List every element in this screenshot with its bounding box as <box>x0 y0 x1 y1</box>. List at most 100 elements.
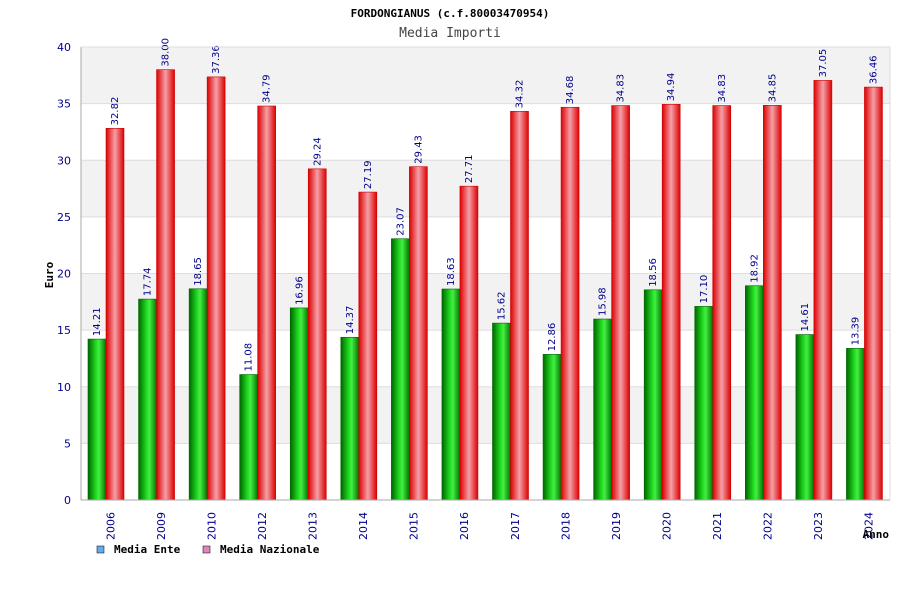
x-tick-label: 2022 <box>762 512 775 540</box>
bar-media-ente <box>289 307 309 501</box>
y-axis-title: Euro <box>43 261 56 288</box>
bar-media-ente <box>391 238 410 501</box>
y-tick-label: 20 <box>57 268 71 281</box>
x-tick-label: 2014 <box>357 512 370 540</box>
bar-media-ente <box>138 298 157 501</box>
value-label-media-nazionale: 34.94 <box>666 73 677 102</box>
bar-media-nazionale <box>358 191 378 501</box>
bar-media-ente <box>87 338 107 501</box>
value-label-media-ente: 12.86 <box>547 323 558 352</box>
bar-media-ente <box>694 306 714 501</box>
bar-media-ente <box>188 288 208 501</box>
value-label-media-nazionale: 29.24 <box>312 137 323 166</box>
y-tick-label: 10 <box>57 381 71 394</box>
value-label-media-nazionale: 34.83 <box>717 74 728 103</box>
x-tick-label: 2013 <box>307 512 320 540</box>
value-label-media-ente: 14.61 <box>800 303 811 332</box>
bar-media-ente <box>441 288 461 501</box>
chart-subtitle: Media Importi <box>399 26 501 41</box>
value-label-media-ente: 17.74 <box>143 267 154 296</box>
x-axis-title: Anno <box>863 528 890 541</box>
value-label-media-ente: 16.96 <box>294 276 305 305</box>
value-label-media-nazionale: 29.43 <box>413 135 424 164</box>
bar-media-ente <box>542 354 562 501</box>
y-tick-label: 35 <box>57 98 71 111</box>
value-label-media-ente: 23.07 <box>395 207 406 236</box>
bar-media-nazionale <box>661 104 681 501</box>
y-tick-label: 40 <box>57 41 71 54</box>
bar-media-nazionale <box>611 105 630 501</box>
value-label-media-nazionale: 34.68 <box>565 76 576 105</box>
value-label-media-nazionale: 37.36 <box>211 45 222 74</box>
y-tick-label: 0 <box>64 494 71 507</box>
value-label-media-ente: 15.62 <box>497 291 508 320</box>
bar-media-ente <box>593 318 612 501</box>
value-label-media-ente: 18.92 <box>749 254 760 283</box>
x-tick-label: 2010 <box>205 512 218 540</box>
value-label-media-ente: 18.56 <box>648 258 659 287</box>
bar-media-nazionale <box>257 105 276 501</box>
value-label-media-nazionale: 34.83 <box>616 74 627 103</box>
y-tick-label: 25 <box>57 211 71 224</box>
value-label-media-ente: 13.39 <box>850 317 861 346</box>
value-label-media-nazionale: 38.00 <box>161 38 172 67</box>
bar-media-ente <box>340 336 360 501</box>
y-tick-labels: 0 5 10 15 20 25 30 35 40 <box>57 41 71 507</box>
x-tick-labels: 2006 2009 2010 2012 2013 2014 2015 2016 2017 2018… <box>104 512 875 540</box>
x-tick-label: 2023 <box>812 512 825 540</box>
value-label-media-ente: 18.63 <box>446 257 457 286</box>
bar-media-nazionale <box>409 166 428 501</box>
bar-media-ente <box>492 322 511 501</box>
legend-swatch-media-nazionale <box>202 545 211 554</box>
bar-media-nazionale <box>864 86 883 501</box>
x-tick-label: 2021 <box>711 512 724 540</box>
value-label-media-ente: 18.65 <box>193 257 204 286</box>
bar-media-nazionale <box>206 76 226 501</box>
bar-value-labels: 14.21 32.82 17.74 38.00 18.65 37.36 11.08 34.79… <box>92 38 879 372</box>
value-label-media-ente: 15.98 <box>598 287 609 316</box>
y-tick-label: 15 <box>57 324 71 337</box>
value-label-media-nazionale: 36.46 <box>868 55 879 84</box>
x-tick-label: 2009 <box>155 512 168 540</box>
bars <box>87 69 883 501</box>
value-label-media-nazionale: 37.05 <box>818 49 829 78</box>
x-tick-label: 2012 <box>256 512 269 540</box>
value-label-media-nazionale: 27.71 <box>464 155 475 184</box>
x-tick-label: 2020 <box>660 512 673 540</box>
bar-media-nazionale <box>560 106 580 501</box>
value-label-media-nazionale: 32.82 <box>110 97 121 126</box>
legend-label-media-nazionale: Media Nazionale <box>220 543 320 556</box>
legend-swatch-media-ente <box>96 545 105 554</box>
bar-media-nazionale <box>813 80 833 501</box>
bar-media-ente <box>846 348 865 501</box>
legend: Media Ente Media Nazionale <box>96 543 320 556</box>
axes <box>80 46 891 501</box>
bar-media-nazionale <box>712 105 732 501</box>
value-label-media-ente: 14.37 <box>345 306 356 335</box>
value-label-media-nazionale: 34.85 <box>767 74 778 103</box>
x-tick-label: 2016 <box>458 512 471 540</box>
bar-media-ente <box>795 334 815 501</box>
value-label-media-ente: 17.10 <box>699 275 710 304</box>
y-tick-label: 30 <box>57 154 71 167</box>
bar-media-nazionale <box>510 111 529 501</box>
bar-media-nazionale <box>105 128 125 501</box>
chart-title: FORDONGIANUS (c.f.80003470954) <box>351 7 550 20</box>
y-tick-label: 5 <box>64 437 71 450</box>
bar-media-nazionale <box>763 105 782 501</box>
value-label-media-nazionale: 27.19 <box>363 160 374 189</box>
x-tick-label: 2006 <box>104 512 117 540</box>
x-tick-label: 2015 <box>408 512 421 540</box>
bar-media-ente <box>745 285 764 501</box>
value-label-media-ente: 14.21 <box>92 307 103 336</box>
value-label-media-nazionale: 34.79 <box>262 74 273 103</box>
value-label-media-ente: 11.08 <box>244 343 255 372</box>
bar-media-nazionale <box>156 69 175 501</box>
x-tick-label: 2019 <box>610 512 623 540</box>
x-tick-label: 2017 <box>509 512 522 540</box>
bar-media-ente <box>239 374 258 501</box>
bar-media-ente <box>643 289 663 501</box>
value-label-media-nazionale: 34.32 <box>515 80 526 109</box>
x-tick-label: 2024 <box>863 512 876 540</box>
